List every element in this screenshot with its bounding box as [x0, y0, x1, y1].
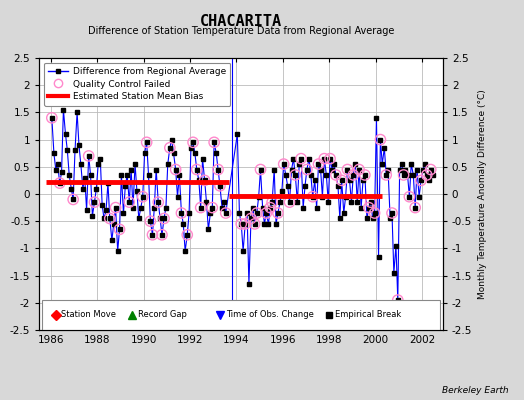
- Text: Empirical Break: Empirical Break: [335, 310, 401, 319]
- Point: [112, 204, 120, 211]
- Point: [216, 183, 224, 189]
- Point: [138, 194, 147, 200]
- Text: Berkeley Earth: Berkeley Earth: [442, 386, 508, 395]
- Text: Difference of Station Temperature Data from Regional Average: Difference of Station Temperature Data f…: [88, 26, 394, 36]
- Point: [84, 153, 93, 159]
- Point: [266, 204, 275, 211]
- Point: [365, 204, 373, 211]
- Point: [115, 226, 124, 232]
- Point: [241, 221, 249, 227]
- Point: [189, 139, 197, 146]
- Point: [160, 215, 168, 222]
- Point: [366, 199, 375, 205]
- Point: [332, 172, 340, 178]
- Point: [192, 166, 201, 173]
- Point: [417, 177, 425, 184]
- Text: Time of Obs. Change: Time of Obs. Change: [226, 310, 314, 319]
- Point: [166, 144, 174, 151]
- Point: [320, 156, 329, 162]
- Point: [256, 166, 265, 173]
- Point: [148, 232, 157, 238]
- Point: [196, 204, 205, 211]
- Point: [177, 210, 185, 216]
- Point: [297, 156, 305, 162]
- Y-axis label: Monthly Temperature Anomaly Difference (°C): Monthly Temperature Anomaly Difference (…: [478, 89, 487, 299]
- Point: [262, 210, 270, 216]
- Point: [154, 199, 162, 205]
- Point: [349, 172, 357, 178]
- Point: [337, 177, 346, 184]
- Point: [214, 166, 222, 173]
- Point: [90, 199, 99, 205]
- Point: [125, 199, 134, 205]
- Point: [106, 215, 114, 222]
- Point: [146, 218, 155, 224]
- Text: Station Move: Station Move: [61, 310, 116, 319]
- Point: [237, 221, 245, 227]
- Point: [253, 210, 261, 216]
- Point: [48, 115, 56, 121]
- Text: Record Gap: Record Gap: [138, 310, 187, 319]
- Point: [388, 210, 396, 216]
- Text: CHACARITA: CHACARITA: [200, 14, 282, 29]
- Bar: [41, 300, 441, 330]
- Point: [56, 180, 64, 186]
- Point: [382, 172, 390, 178]
- Point: [291, 172, 300, 178]
- Point: [326, 156, 334, 162]
- Point: [314, 161, 323, 167]
- Point: [343, 166, 352, 173]
- Point: [274, 210, 282, 216]
- Point: [405, 194, 413, 200]
- Point: [208, 204, 216, 211]
- Point: [411, 204, 419, 211]
- Point: [376, 136, 385, 143]
- Point: [370, 210, 379, 216]
- Point: [361, 172, 369, 178]
- Point: [222, 210, 230, 216]
- Point: [422, 172, 431, 178]
- Point: [143, 139, 151, 146]
- Point: [183, 232, 191, 238]
- Point: [355, 166, 363, 173]
- Point: [69, 196, 78, 203]
- Point: [303, 166, 311, 173]
- Legend: Difference from Regional Average, Quality Control Failed, Estimated Station Mean: Difference from Regional Average, Qualit…: [44, 62, 231, 106]
- Point: [268, 199, 276, 205]
- Point: [250, 221, 259, 227]
- Point: [201, 177, 209, 184]
- Point: [158, 232, 166, 238]
- Point: [171, 166, 180, 173]
- Point: [399, 172, 408, 178]
- Point: [247, 215, 255, 222]
- Point: [394, 297, 402, 303]
- Point: [427, 166, 435, 173]
- Point: [210, 139, 219, 146]
- Point: [279, 161, 288, 167]
- Point: [309, 194, 317, 200]
- Point: [285, 199, 293, 205]
